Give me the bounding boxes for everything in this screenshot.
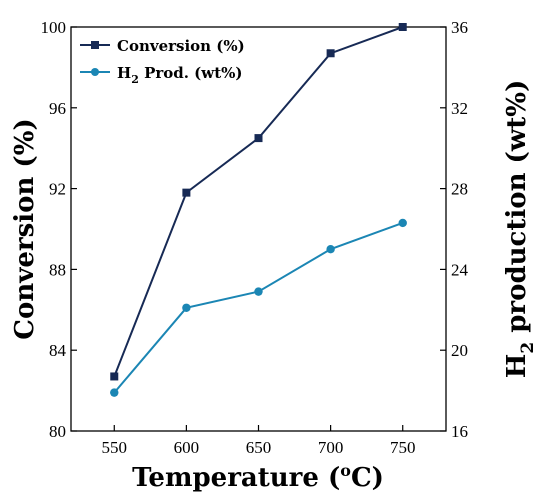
plot-frame [70,26,447,432]
series-1-point-4 [398,218,407,228]
legend-marker-h2 [91,68,99,76]
x-tick-label-3: 700 [318,438,344,457]
series-1-point-2 [254,287,263,296]
x-tick-label-0: 550 [102,438,128,457]
y-left-tick-label-0: 80 [49,422,66,441]
ticks [71,26,446,432]
legend-label-conversion: Conversion (%) [117,37,245,55]
series-0-point-1 [182,188,191,197]
x-tick-label-1: 600 [174,438,200,457]
series-line-1 [113,221,404,394]
y-right-tick-label-4: 32 [451,99,468,118]
series-1-point-0 [110,388,119,397]
x-tick-label-4: 750 [390,438,416,457]
y-right-tick-label-5: 36 [451,18,468,37]
y-right-tick-label-3: 28 [451,180,468,199]
legend: Conversion (%) H2 Prod. (wt%) [80,37,245,86]
series-0-point-2 [254,134,263,143]
series-0-point-3 [326,49,335,58]
legend-marker-conversion [91,41,99,49]
x-axis-label: Temperature (oC) [132,461,384,493]
series-0-point-4 [398,23,407,31]
y-left-tick-label-2: 88 [49,260,66,279]
y-right-tick-label-2: 24 [451,260,469,279]
series-markers [110,23,407,397]
x-tick-label-2: 650 [246,438,272,457]
series-1-point-1 [182,303,191,312]
y-right-tick-label-1: 20 [451,341,468,360]
tick-labels: 550 600 650 700 750 80 84 88 92 96 100 16 20 24 28 32 36 [41,18,469,457]
series-0-point-0 [110,372,119,381]
legend-label-h2: H2 Prod. (wt%) [117,64,242,86]
y-right-tick-label-0: 16 [451,422,468,441]
y-left-tick-label-5: 100 [41,18,67,37]
y-axis-label-left: Conversion (%) [10,118,40,339]
y-axis-label-right: H2 production (wt%) [502,80,538,379]
y-left-tick-label-3: 92 [49,180,66,199]
series-1-point-3 [326,245,335,254]
y-left-tick-label-4: 96 [49,99,66,118]
y-left-tick-label-1: 84 [49,341,67,360]
